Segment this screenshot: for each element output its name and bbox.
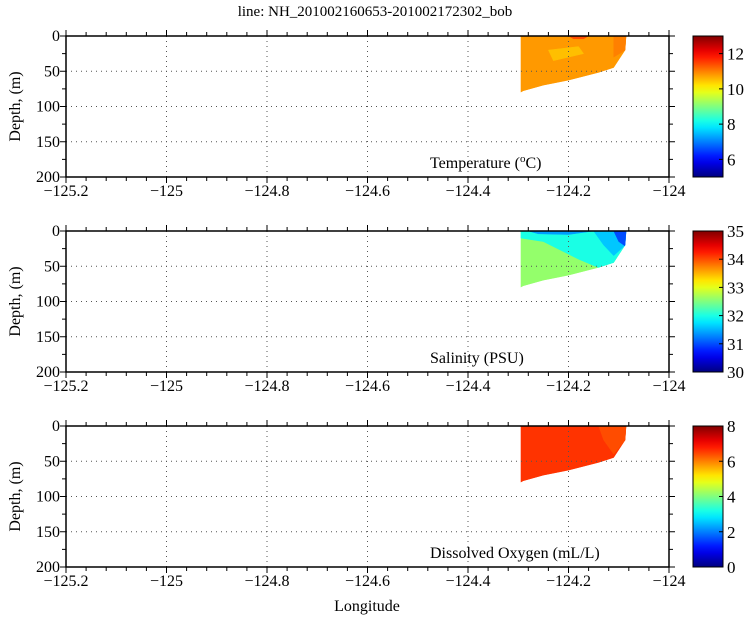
y-tick-label: 50 — [44, 63, 60, 80]
panel-label-text: Dissolved Oxygen (mL/L) — [430, 545, 600, 562]
y-tick-label: 50 — [44, 258, 60, 275]
y-tick-label: 0 — [52, 223, 60, 240]
colorbar-tick-label: 35 — [727, 222, 744, 241]
y-axis-label: Depth, (m) — [7, 266, 24, 336]
y-tick-label: 100 — [36, 294, 60, 311]
colorbar-tick-label: 33 — [727, 278, 744, 297]
section-fill — [520, 231, 627, 288]
section-region — [520, 36, 627, 93]
x-tick-label: −124.6 — [345, 573, 390, 590]
section-fill — [520, 426, 627, 483]
x-tick-label: −124.8 — [244, 183, 289, 200]
colorbar-tick-label: 8 — [727, 115, 736, 134]
colorbar-tick-label: 32 — [727, 307, 744, 326]
panel-label-text: Salinity (PSU) — [430, 350, 524, 367]
y-tick-label: 50 — [44, 453, 60, 470]
y-tick-label: 100 — [36, 489, 60, 506]
y-tick-label: 150 — [36, 329, 60, 346]
panel-label-end: C) — [525, 155, 541, 172]
colorbar-tick-label: 10 — [727, 80, 744, 99]
colorbar — [692, 425, 724, 568]
panel-label-text: Temperature ( — [430, 155, 520, 172]
x-tick-label: −124.2 — [546, 183, 591, 200]
panel-label-sup: o — [520, 153, 526, 165]
panel-0: −125.2 −125 −124.8 −124.6 −124.4 −124.2 −124 0 5… — [7, 28, 744, 200]
colorbar-tick-label: 6 — [727, 452, 736, 471]
x-tick-label: −125 — [150, 183, 183, 200]
y-axis-label: Depth, (m) — [7, 461, 24, 531]
section-region — [528, 231, 594, 235]
y-tick-label: 100 — [36, 99, 60, 116]
colorbar-tick-label: 4 — [727, 488, 736, 507]
colorbar-tick-label: 12 — [727, 45, 744, 64]
panel-1: −125.2 −125 −124.8 −124.6 −124.4 −124.2 −124 0 5… — [7, 222, 745, 395]
panel-label: Temperature (oC) — [430, 153, 541, 172]
colorbar-tick-label: 31 — [727, 335, 744, 354]
x-tick-label: −124 — [652, 573, 685, 590]
colorbar-tick-label: 0 — [727, 558, 736, 577]
section-fill — [520, 36, 627, 93]
y-tick-label: 150 — [36, 134, 60, 151]
colorbar-tick-label: 6 — [727, 150, 736, 169]
x-tick-label: −124.4 — [445, 378, 490, 395]
x-tick-label: −124.4 — [445, 183, 490, 200]
panel-2: −125.2 −125 −124.8 −124.6 −124.4 −124.2 −124 0 5… — [7, 417, 736, 590]
colorbar-tick-label: 30 — [727, 363, 744, 382]
section-region — [598, 426, 627, 455]
x-tick-label: −124.4 — [445, 573, 490, 590]
y-tick-label: 200 — [36, 559, 60, 576]
x-tick-label: −124.6 — [345, 378, 390, 395]
x-tick-label: −125.2 — [43, 183, 88, 200]
y-tick-label: 0 — [52, 28, 60, 45]
x-tick-label: −124.8 — [244, 573, 289, 590]
panel-label: Dissolved Oxygen (mL/L) — [430, 545, 600, 562]
y-tick-label: 150 — [36, 524, 60, 541]
colorbar-tick-label: 2 — [727, 523, 736, 542]
y-tick-label: 0 — [52, 418, 60, 435]
y-tick-label: 200 — [36, 169, 60, 186]
colorbar-tick-label: 34 — [727, 250, 745, 269]
x-tick-label: −124.2 — [546, 573, 591, 590]
y-tick-label: 200 — [36, 364, 60, 381]
colorbar — [692, 35, 724, 178]
x-tick-label: −125.2 — [43, 378, 88, 395]
x-tick-label: −125 — [150, 378, 183, 395]
x-tick-label: −124 — [652, 378, 685, 395]
section-region — [548, 46, 584, 61]
x-tick-label: −124.6 — [345, 183, 390, 200]
x-tick-label: −125 — [150, 573, 183, 590]
panel-label: Salinity (PSU) — [430, 350, 524, 367]
section-region — [613, 36, 627, 58]
y-axis-label: Depth, (m) — [7, 71, 24, 141]
chart-title: line: NH_201002160653-201002172302_bob — [238, 4, 513, 20]
colorbar-tick-label: 8 — [727, 417, 736, 436]
x-tick-label: −125.2 — [43, 573, 88, 590]
colorbar — [692, 230, 724, 373]
x-axis-label: Longitude — [334, 598, 400, 615]
x-tick-label: −124 — [652, 183, 685, 200]
x-tick-label: −124.8 — [244, 378, 289, 395]
x-tick-label: −124.2 — [546, 378, 591, 395]
